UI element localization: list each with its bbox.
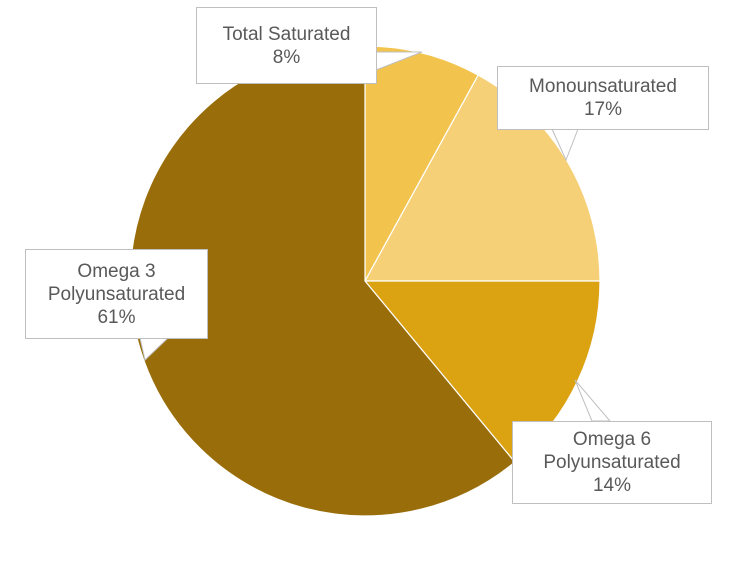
- data-label-omega-3: Omega 3 Polyunsaturated 61%: [25, 249, 208, 339]
- data-label-monounsaturated: Monounsaturated 17%: [497, 66, 709, 130]
- data-label-total-saturated: Total Saturated 8%: [196, 7, 377, 84]
- label-name-2: Polyunsaturated: [47, 283, 186, 305]
- label-value: 61%: [97, 306, 136, 328]
- label-value: 14%: [592, 475, 632, 496]
- label-name: Monounsaturated: [529, 76, 677, 97]
- label-name-2: Polyunsaturated: [543, 452, 681, 473]
- label-value: 8%: [272, 46, 301, 68]
- label-name: Omega 6: [572, 429, 652, 450]
- label-name: Total Saturated: [222, 23, 351, 45]
- label-value: 17%: [583, 99, 623, 120]
- callout-pointer-omega-6: [574, 379, 612, 422]
- data-label-omega-6: Omega 6 Polyunsaturated 14%: [512, 421, 712, 504]
- label-name: Omega 3: [77, 260, 156, 282]
